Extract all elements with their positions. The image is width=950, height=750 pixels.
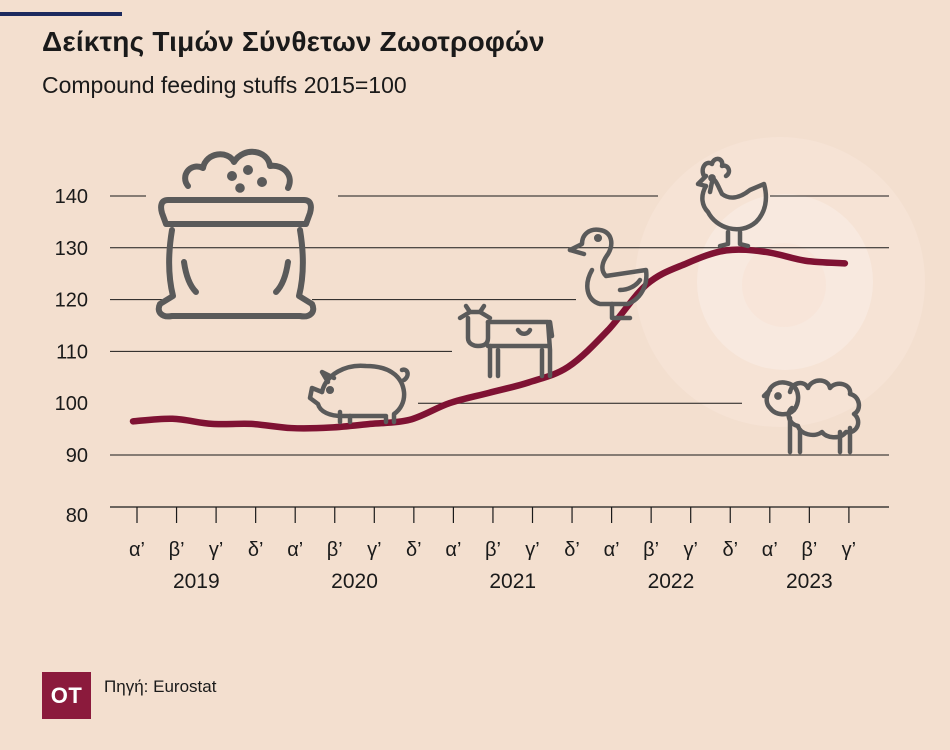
- y-tick-label: 130: [55, 238, 88, 260]
- x-tick-label: β’: [643, 539, 659, 561]
- accent-bar: [0, 12, 122, 16]
- publisher-logo: OT: [42, 672, 91, 719]
- x-tick-label: δ’: [564, 539, 580, 561]
- series-line: [129, 246, 849, 432]
- cow-icon: [457, 303, 555, 379]
- year-label: 2023: [786, 570, 833, 593]
- x-tick-label: β’: [801, 539, 817, 561]
- x-tick-label: γ’: [842, 539, 856, 561]
- grid-lines: [110, 195, 889, 456]
- sheep-icon: [761, 378, 862, 455]
- x-tick-label: α’: [762, 539, 778, 561]
- year-label: 2021: [489, 570, 536, 593]
- duck-icon: [567, 227, 649, 321]
- x-tick-label: α’: [604, 539, 620, 561]
- x-tick-label: δ’: [248, 539, 264, 561]
- x-tick-label: γ’: [525, 539, 539, 561]
- year-labels: 2019 2020 2021 2022 2023: [173, 570, 833, 593]
- x-tick-label: β’: [327, 539, 343, 561]
- x-tick-label: γ’: [683, 539, 697, 561]
- x-tick-label: γ’: [209, 539, 223, 561]
- x-axis: [110, 506, 889, 523]
- x-tick-label: γ’: [367, 539, 381, 561]
- y-tick-label: 140: [55, 186, 88, 208]
- source-note: Πηγή: Eurostat: [104, 677, 217, 696]
- year-label: 2019: [173, 570, 220, 593]
- y-tick-label: 120: [55, 290, 88, 312]
- pig-icon: [307, 363, 410, 425]
- x-tick-label: β’: [169, 539, 185, 561]
- chart-title: Δείκτης Τιμών Σύνθετων Ζωοτροφών: [42, 26, 545, 57]
- x-tick-label: α’: [287, 539, 303, 561]
- x-tick-label: δ’: [406, 539, 422, 561]
- x-tick-label: α’: [129, 539, 145, 561]
- highlight-glow-core: [742, 243, 826, 327]
- x-tick-label: β’: [485, 539, 501, 561]
- year-label: 2020: [331, 570, 378, 593]
- y-tick-label: 80: [66, 505, 88, 527]
- feed-sack-icon: [155, 149, 317, 320]
- rooster-icon: [695, 156, 769, 249]
- chart-subtitle: Compound feeding stuffs 2015=100: [42, 72, 407, 98]
- year-label: 2022: [648, 570, 695, 593]
- y-tick-labels: 80 90 100 110 120 130 140: [55, 186, 88, 527]
- y-tick-label: 100: [55, 393, 88, 415]
- x-tick-label: δ’: [722, 539, 738, 561]
- x-tick-label: α’: [445, 539, 461, 561]
- y-tick-label: 90: [66, 445, 88, 467]
- x-tick-labels: α’ β’ γ’ δ’ α’ β’ γ’ δ’ α’ β’ γ’ δ’ α’ β’ γ’ δ’ α’ β’ γ’: [129, 539, 856, 561]
- y-tick-label: 110: [56, 341, 88, 363]
